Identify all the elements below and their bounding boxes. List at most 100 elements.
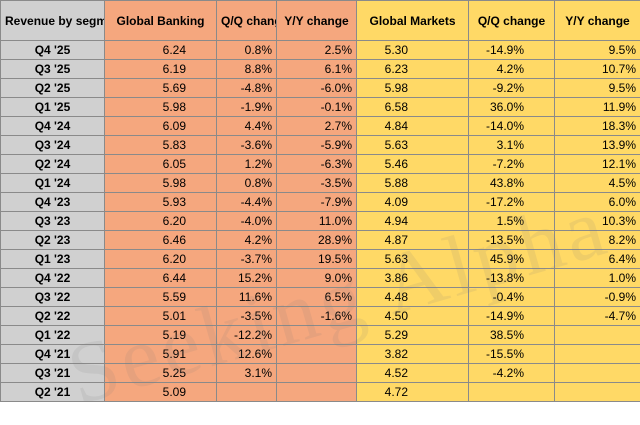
gm-yy-cell: 18.3% bbox=[555, 117, 640, 136]
gm-qq-cell: 3.1% bbox=[469, 136, 555, 155]
quarter-cell: Q3 '24 bbox=[1, 136, 105, 155]
gb-yy-cell bbox=[277, 345, 357, 364]
gb-revenue-cell: 5.91 bbox=[105, 345, 217, 364]
gm-revenue-cell: 4.52 bbox=[357, 364, 469, 383]
quarter-cell: Q1 '25 bbox=[1, 98, 105, 117]
gb-qq-cell: -4.0% bbox=[217, 212, 277, 231]
header-gb-yy-change: Y/Y change bbox=[277, 1, 357, 41]
gb-qq-cell: -3.7% bbox=[217, 250, 277, 269]
gm-yy-cell bbox=[555, 364, 640, 383]
gb-revenue-cell: 6.20 bbox=[105, 250, 217, 269]
gm-revenue-cell: 5.63 bbox=[357, 250, 469, 269]
quarter-cell: Q2 '21 bbox=[1, 383, 105, 402]
gm-revenue-cell: 4.87 bbox=[357, 231, 469, 250]
gb-yy-cell bbox=[277, 326, 357, 345]
gb-yy-cell bbox=[277, 364, 357, 383]
gm-qq-cell: -14.0% bbox=[469, 117, 555, 136]
gm-revenue-cell: 6.23 bbox=[357, 60, 469, 79]
gb-revenue-cell: 5.93 bbox=[105, 193, 217, 212]
gm-revenue-cell: 4.72 bbox=[357, 383, 469, 402]
gm-qq-cell bbox=[469, 383, 555, 402]
gm-yy-cell: 12.1% bbox=[555, 155, 640, 174]
quarter-cell: Q1 '24 bbox=[1, 174, 105, 193]
gb-yy-cell: 28.9% bbox=[277, 231, 357, 250]
gm-qq-cell: -9.2% bbox=[469, 79, 555, 98]
gb-yy-cell: -5.9% bbox=[277, 136, 357, 155]
gb-revenue-cell: 6.46 bbox=[105, 231, 217, 250]
quarter-cell: Q2 '25 bbox=[1, 79, 105, 98]
header-global-banking: Global Banking bbox=[105, 1, 217, 41]
gm-qq-cell: 45.9% bbox=[469, 250, 555, 269]
gm-qq-cell: -14.9% bbox=[469, 307, 555, 326]
gb-yy-cell: 6.5% bbox=[277, 288, 357, 307]
gm-revenue-cell: 5.63 bbox=[357, 136, 469, 155]
gm-yy-cell bbox=[555, 345, 640, 364]
gb-revenue-cell: 5.83 bbox=[105, 136, 217, 155]
gm-qq-cell: -17.2% bbox=[469, 193, 555, 212]
gm-yy-cell: -4.7% bbox=[555, 307, 640, 326]
gm-yy-cell: 10.3% bbox=[555, 212, 640, 231]
gm-qq-cell: 43.8% bbox=[469, 174, 555, 193]
gb-qq-cell: 4.2% bbox=[217, 231, 277, 250]
gb-qq-cell: -12.2% bbox=[217, 326, 277, 345]
gm-qq-cell: 4.2% bbox=[469, 60, 555, 79]
gm-yy-cell: 13.9% bbox=[555, 136, 640, 155]
quarter-cell: Q4 '25 bbox=[1, 41, 105, 60]
gm-qq-cell: -14.9% bbox=[469, 41, 555, 60]
quarter-cell: Q1 '23 bbox=[1, 250, 105, 269]
gm-revenue-cell: 3.82 bbox=[357, 345, 469, 364]
quarter-cell: Q4 '22 bbox=[1, 269, 105, 288]
gm-revenue-cell: 3.86 bbox=[357, 269, 469, 288]
gb-revenue-cell: 5.98 bbox=[105, 174, 217, 193]
gb-qq-cell: -4.4% bbox=[217, 193, 277, 212]
gm-yy-cell: 8.2% bbox=[555, 231, 640, 250]
gb-qq-cell: 3.1% bbox=[217, 364, 277, 383]
quarter-cell: Q3 '22 bbox=[1, 288, 105, 307]
gb-yy-cell: -6.3% bbox=[277, 155, 357, 174]
gm-revenue-cell: 5.29 bbox=[357, 326, 469, 345]
gb-qq-cell: 0.8% bbox=[217, 174, 277, 193]
quarter-cell: Q3 '23 bbox=[1, 212, 105, 231]
gm-yy-cell: 9.5% bbox=[555, 79, 640, 98]
gb-yy-cell: -1.6% bbox=[277, 307, 357, 326]
gm-qq-cell: 36.0% bbox=[469, 98, 555, 117]
gb-revenue-cell: 5.98 bbox=[105, 98, 217, 117]
gm-revenue-cell: 5.88 bbox=[357, 174, 469, 193]
gm-qq-cell: -0.4% bbox=[469, 288, 555, 307]
gb-revenue-cell: 5.19 bbox=[105, 326, 217, 345]
gb-revenue-cell: 6.20 bbox=[105, 212, 217, 231]
gb-revenue-cell: 5.01 bbox=[105, 307, 217, 326]
gm-yy-cell: 1.0% bbox=[555, 269, 640, 288]
gb-revenue-cell: 6.19 bbox=[105, 60, 217, 79]
gb-yy-cell: 9.0% bbox=[277, 269, 357, 288]
gb-qq-cell: -4.8% bbox=[217, 79, 277, 98]
gb-qq-cell: 12.6% bbox=[217, 345, 277, 364]
gm-yy-cell: 9.5% bbox=[555, 41, 640, 60]
gm-qq-cell: -15.5% bbox=[469, 345, 555, 364]
gb-yy-cell: 6.1% bbox=[277, 60, 357, 79]
header-row: Revenue by segment (in $ B) Global Banki… bbox=[1, 1, 640, 41]
header-gm-yy-change: Y/Y change bbox=[555, 1, 640, 41]
gm-revenue-cell: 4.09 bbox=[357, 193, 469, 212]
gm-yy-cell: 10.7% bbox=[555, 60, 640, 79]
gm-yy-cell: -0.9% bbox=[555, 288, 640, 307]
gb-revenue-cell: 6.05 bbox=[105, 155, 217, 174]
quarter-cell: Q4 '23 bbox=[1, 193, 105, 212]
gm-yy-cell: 11.9% bbox=[555, 98, 640, 117]
gb-yy-cell: 19.5% bbox=[277, 250, 357, 269]
gb-revenue-cell: 5.09 bbox=[105, 383, 217, 402]
